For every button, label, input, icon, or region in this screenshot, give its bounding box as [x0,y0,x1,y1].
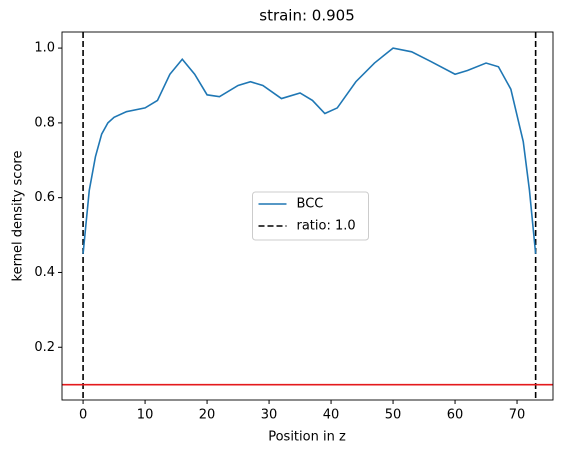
x-tick-label: 10 [137,408,154,423]
y-tick-label: 0.4 [34,265,55,280]
y-tick-label: 1.0 [34,41,55,56]
y-tick-label: 0.2 [34,340,55,355]
x-tick-label: 50 [385,408,402,423]
y-axis-label: kernel density score [11,151,26,282]
x-tick-label: 30 [261,408,278,423]
data-line [82,47,537,254]
x-tick-label: 40 [323,408,340,423]
x-tick-label: 0 [79,408,87,423]
x-tick-label: 20 [199,408,216,423]
y-tick-label: 0.8 [34,115,55,130]
chart-title: strain: 0.905 [259,7,355,25]
plot-frame [61,31,554,401]
x-axis-label: Position in z [268,430,346,445]
legend-label: ratio: 1.0 [297,219,356,234]
y-tick-label: 0.6 [34,190,55,205]
x-tick-label: 60 [447,408,464,423]
legend-label: BCC [297,197,324,212]
x-tick-label: 70 [509,408,526,423]
